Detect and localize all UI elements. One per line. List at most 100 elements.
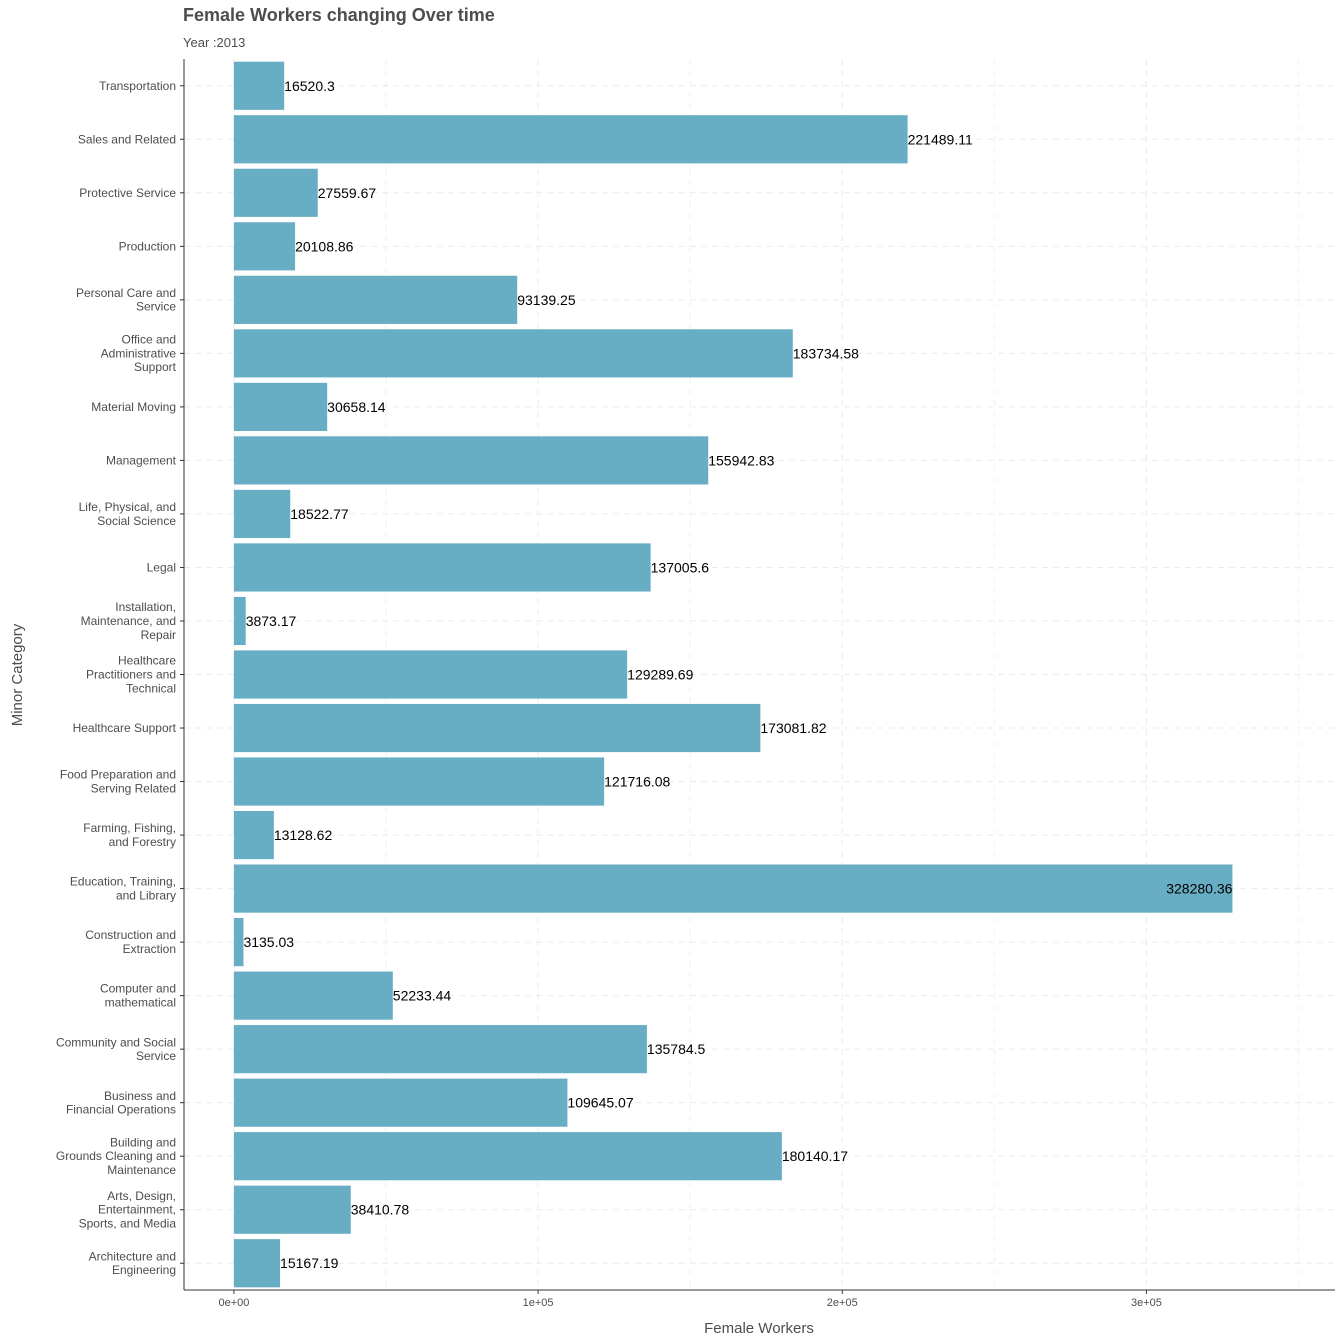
axis-layer [180, 59, 1335, 1294]
bar [233, 650, 628, 699]
chart-subtitle: Year :2013 [183, 35, 246, 50]
chart-title: Female Workers changing Over time [183, 5, 495, 25]
data-label: 109645.07 [567, 1095, 633, 1111]
bar [233, 1025, 647, 1074]
bar [233, 918, 244, 967]
y-tick-label: Technical [126, 681, 176, 695]
bar [233, 115, 908, 164]
y-tick-label: Social Science [97, 514, 176, 528]
y-tick-label: Transportation [99, 79, 176, 93]
y-tick-label: Service [136, 1049, 176, 1063]
y-tick-label: Engineering [112, 1263, 176, 1277]
data-label: 16520.3 [284, 78, 335, 94]
bar [233, 436, 709, 485]
y-tick-label: Support [134, 360, 177, 374]
bar [233, 1239, 281, 1288]
y-tick-label: Education, Training, [70, 875, 176, 889]
data-label: 20108.86 [295, 238, 354, 254]
y-tick-label: Farming, Fishing, [83, 821, 176, 835]
data-label: 135784.5 [647, 1041, 706, 1057]
y-tick-label: Construction and [85, 928, 176, 942]
y-tick-label: and Library [116, 888, 176, 902]
data-label: 121716.08 [604, 774, 670, 790]
bar [233, 61, 285, 110]
x-tick-label: 1e+05 [523, 1297, 554, 1309]
bar [233, 810, 274, 860]
y-tick-label: Material Moving [91, 400, 176, 414]
y-axis-title: Minor Category [9, 623, 26, 726]
bar [233, 382, 328, 431]
x-axis-title: Female Workers [704, 1320, 814, 1337]
data-label: 27559.67 [318, 185, 377, 201]
y-tick-label: Maintenance, and [81, 614, 176, 628]
label-layer: 0e+00 1e+05 2e+05 3e+05 Transportation 16520.… [56, 78, 1233, 1309]
bar [233, 489, 291, 539]
data-label: 3873.17 [246, 613, 297, 629]
y-tick-label: Entertainment, [98, 1203, 176, 1217]
x-tick-label: 2e+05 [827, 1297, 858, 1309]
y-tick-label: Repair [141, 628, 176, 642]
y-tick-label: Extraction [123, 942, 176, 956]
y-tick-label: Serving Related [91, 781, 176, 795]
data-label: 13128.62 [274, 827, 333, 843]
bar [233, 1078, 568, 1127]
bar [233, 168, 318, 217]
y-tick-label: Protective Service [79, 186, 176, 200]
data-label: 183734.58 [793, 345, 859, 361]
data-label: 221489.11 [908, 131, 973, 147]
y-tick-label: Food Preparation and [60, 768, 176, 782]
y-tick-label: Office and [122, 333, 176, 347]
bar [233, 275, 518, 324]
bar [233, 329, 793, 378]
bar [233, 703, 761, 753]
y-tick-label: Grounds Cleaning and [56, 1149, 176, 1163]
data-label: 30658.14 [327, 399, 386, 415]
bar [233, 864, 1233, 913]
bar-layer [233, 61, 1233, 1288]
bar [233, 757, 605, 806]
bar [233, 971, 393, 1020]
y-tick-label: Administrative [101, 346, 177, 360]
y-tick-label: Building and [110, 1135, 176, 1149]
data-label: 173081.82 [760, 720, 826, 736]
bar [233, 543, 651, 592]
y-tick-label: Financial Operations [66, 1103, 176, 1117]
data-label: 137005.6 [651, 559, 710, 575]
y-tick-label: Management [106, 453, 177, 467]
x-tick-label: 0e+00 [218, 1297, 249, 1309]
data-label: 93139.25 [517, 292, 576, 308]
data-label: 38410.78 [351, 1202, 410, 1218]
y-tick-label: Healthcare [118, 654, 176, 668]
data-label: 52233.44 [393, 988, 452, 1004]
bar [233, 1185, 351, 1234]
bar [233, 596, 246, 646]
y-tick-label: Sports, and Media [79, 1217, 177, 1231]
x-tick-label: 3e+05 [1131, 1297, 1162, 1309]
y-tick-label: Legal [147, 560, 176, 574]
y-tick-label: Production [119, 239, 176, 253]
y-tick-label: Architecture and [89, 1249, 176, 1263]
y-tick-label: Personal Care and [76, 286, 176, 300]
y-tick-label: and Forestry [109, 835, 176, 849]
data-label: 18522.77 [290, 506, 349, 522]
data-label: 155942.83 [708, 452, 774, 468]
y-tick-label: Maintenance [107, 1163, 176, 1177]
bar [233, 1132, 782, 1181]
y-tick-label: Healthcare Support [73, 721, 177, 735]
data-label: 328280.36 [1166, 881, 1232, 897]
data-label: 15167.19 [280, 1255, 339, 1271]
data-label: 180140.17 [782, 1148, 848, 1164]
y-tick-label: Service [136, 300, 176, 314]
data-label: 129289.69 [627, 667, 693, 683]
data-label: 3135.03 [243, 934, 294, 950]
y-tick-label: Arts, Design, [107, 1189, 176, 1203]
y-tick-label: Installation, [115, 600, 176, 614]
bar [233, 222, 296, 271]
y-tick-label: Computer and [100, 982, 176, 996]
y-tick-label: mathematical [105, 996, 176, 1010]
y-tick-label: Practitioners and [86, 668, 176, 682]
y-tick-label: Business and [104, 1089, 176, 1103]
y-tick-label: Life, Physical, and [79, 500, 176, 514]
y-tick-label: Community and Social [56, 1035, 176, 1049]
